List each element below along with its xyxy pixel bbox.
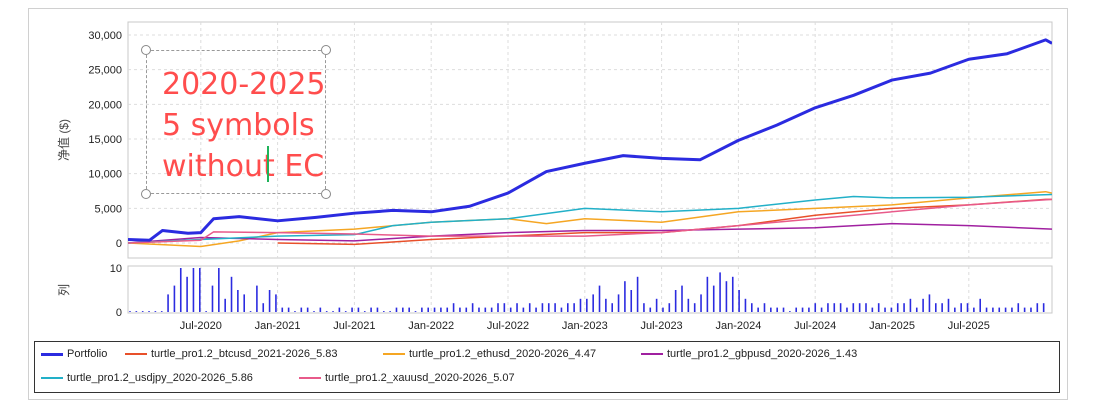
x-tick-label: Jul-2022: [487, 320, 529, 332]
legend-swatch: [125, 353, 147, 355]
legend-label: Portfolio: [67, 348, 108, 360]
resize-handle[interactable]: [141, 45, 151, 55]
series-line-portfolio: [128, 38, 1052, 242]
trades-plot-area: [127, 265, 1053, 314]
legend: Portfolio turtle_pro1.2_btcusd_2021-2026_…: [34, 341, 1060, 393]
x-tick-label: Jan-2024: [715, 320, 761, 332]
legend-label: turtle_pro1.2_xauusd_2020-2026_5.07: [325, 372, 515, 384]
legend-swatch: [383, 353, 405, 355]
legend-swatch: [41, 377, 63, 379]
legend-swatch: [41, 352, 63, 356]
legend-label: turtle_pro1.2_ethusd_2020-2026_4.47: [409, 348, 597, 360]
y-tick-label: 30,000: [88, 30, 122, 42]
x-tick-label: Jan-2023: [562, 320, 608, 332]
x-tick-label: Jul-2020: [180, 320, 222, 332]
legend-item: turtle_pro1.2_xauusd_2020-2026_5.07: [299, 372, 515, 384]
y-tick-label: 25,000: [88, 65, 122, 77]
resize-handle[interactable]: [141, 189, 151, 199]
x-tick-label: Jan-2022: [408, 320, 454, 332]
x-tick-label: Jul-2021: [333, 320, 375, 332]
x-tick-label: Jul-2024: [794, 320, 836, 332]
y-axis-label: 净值 ($): [56, 119, 71, 161]
legend-item: turtle_pro1.2_btcusd_2021-2026_5.83: [125, 348, 338, 360]
legend-swatch: [641, 353, 663, 355]
x-tick-label: Jan-2025: [869, 320, 915, 332]
y-tick-label: 20,000: [88, 99, 122, 111]
resize-handle[interactable]: [321, 189, 331, 199]
chart-frame: [28, 8, 1068, 400]
resize-handle[interactable]: [321, 45, 331, 55]
series-line-xauusd: [128, 198, 1052, 244]
legend-swatch: [299, 377, 321, 379]
legend-label: turtle_pro1.2_gbpusd_2020-2026_1.43: [667, 348, 858, 360]
annotation-text[interactable]: 2020-2025 5 symbols without EC: [162, 67, 326, 184]
x-tick-label: Jul-2025: [948, 320, 990, 332]
legend-item: turtle_pro1.2_usdjpy_2020-2026_5.86: [41, 372, 253, 384]
legend-label: turtle_pro1.2_btcusd_2021-2026_5.83: [151, 348, 338, 360]
legend-item: turtle_pro1.2_gbpusd_2020-2026_1.43: [641, 348, 857, 360]
y-tick-label: 15,000: [88, 134, 122, 146]
legend-item: turtle_pro1.2_ethusd_2020-2026_4.47: [383, 348, 596, 360]
text-cursor: [267, 146, 269, 182]
trades-y-tick-label: 0: [116, 307, 122, 319]
series-line-usdjpy: [128, 193, 1052, 244]
legend-label: turtle_pro1.2_usdjpy_2020-2026_5.86: [67, 372, 253, 384]
x-tick-label: Jan-2021: [255, 320, 301, 332]
x-tick-label: Jul-2023: [640, 320, 682, 332]
y-tick-label: 10,000: [88, 169, 122, 181]
trades-y-tick-label: 10: [110, 263, 122, 275]
y-axis-label-trades: 列: [57, 284, 71, 296]
annotation-box[interactable]: [141, 45, 331, 199]
legend-item: Portfolio: [41, 348, 107, 360]
y-tick-label: 5,000: [94, 203, 122, 215]
y-tick-label: 0: [116, 238, 122, 250]
series-line-gbpusd: [128, 222, 1052, 244]
